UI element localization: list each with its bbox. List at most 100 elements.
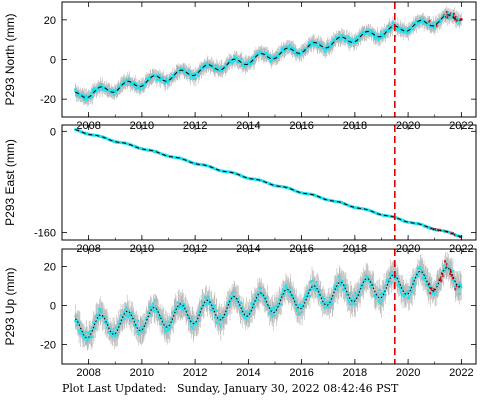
observation-point [334,39,338,42]
observation-point [291,50,294,53]
observation-point [417,274,420,278]
observation-point [272,308,275,312]
observation-point [276,56,280,60]
observation-point [154,304,158,308]
observation-point [360,33,363,37]
observation-point [176,311,179,314]
observation-point [186,71,190,74]
observation-point [414,22,417,25]
observation-point [74,315,77,318]
observation-point [140,330,144,333]
observation-point [270,314,274,317]
observation-point [422,22,426,26]
observation-point [351,38,355,42]
observation-point [233,59,237,62]
observation-point [149,306,152,309]
observation-point [410,27,413,30]
observation-point [139,88,143,91]
observation-point [412,21,415,25]
observation-point [321,301,324,304]
observation-point [388,26,392,29]
observation-point [163,325,166,328]
observation-point [190,316,194,320]
observation-point [398,26,402,29]
observation-point [225,311,228,314]
observation-point [298,313,301,316]
observation-point [248,313,252,316]
observation-point [353,301,356,304]
observation-point [97,318,101,321]
observation-point [212,64,216,68]
observation-point [383,35,387,39]
observation-point [257,292,260,295]
observation-point [450,14,453,17]
observation-point [74,89,77,92]
observation-point [216,66,219,69]
observation-point [188,314,191,318]
observation-point [105,319,109,322]
observation-point [311,283,314,287]
observation-point [213,304,217,307]
observation-point [424,280,428,283]
observation-point [213,308,216,311]
observation-point [233,55,236,58]
observation-point [253,59,256,63]
observation-point [305,294,308,298]
observation-point [190,325,193,329]
observation-point [185,313,189,316]
observation-point [168,320,171,324]
observation-point [433,288,436,291]
observation-point [428,20,431,23]
observation-point [400,287,403,291]
observation-point [142,330,146,333]
observation-point [94,315,98,318]
observation-point [143,323,147,326]
observation-point [370,287,374,291]
observation-point [134,81,137,85]
observation-point [76,319,80,322]
observation-point [289,286,292,289]
observation-point [294,50,298,53]
observation-point [198,309,202,313]
observation-point [180,303,183,307]
observation-point [338,36,341,39]
observation-point [415,275,418,278]
observation-point [351,303,354,306]
observation-point [188,73,192,77]
observation-point [229,302,232,305]
observation-point [133,318,137,322]
observation-point [260,292,264,295]
observation-point [124,308,127,312]
observation-point [260,287,263,290]
observation-point [297,312,300,316]
observation-point [192,77,196,80]
observation-point [350,298,354,301]
observation-point [363,280,367,283]
observation-point [82,96,85,99]
observation-point [250,56,254,59]
observation-point [362,30,365,33]
observation-point [284,285,287,289]
observation-point [345,293,348,297]
observation-point [294,51,297,55]
observation-point [166,324,169,327]
observation-point [146,317,150,321]
observation-point [161,77,165,81]
observation-point [257,295,261,298]
observation-point [119,314,123,317]
observation-point [386,28,389,32]
observation-point [422,272,426,275]
observation-point [199,312,202,316]
observation-point [103,315,106,319]
model-curve [75,14,462,99]
observation-point [396,277,400,280]
observation-point [247,311,250,315]
observation-point [378,288,381,292]
observation-point [182,67,186,71]
observation-point [375,294,378,298]
observation-point [448,269,451,272]
observation-point [449,15,452,19]
observation-point [312,279,315,282]
observation-point [162,318,165,321]
observation-point [173,72,176,76]
